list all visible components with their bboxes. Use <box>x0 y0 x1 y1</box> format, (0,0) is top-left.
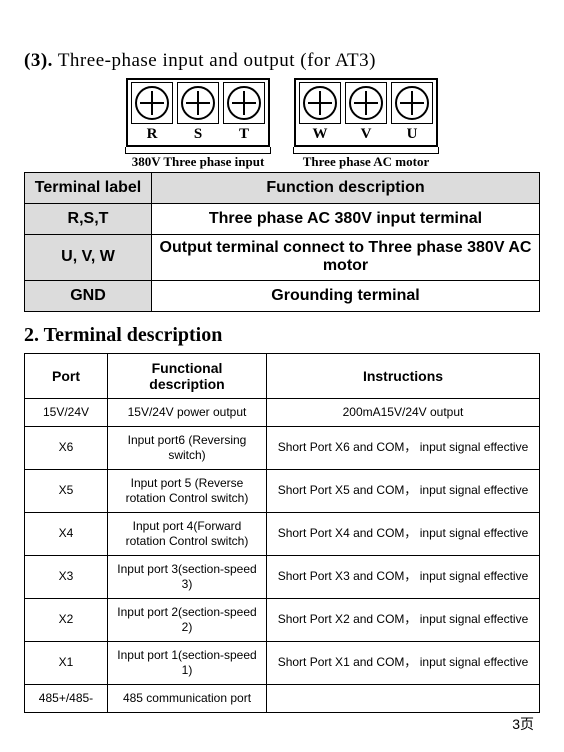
section-number: (3). <box>24 50 53 71</box>
inst-cell <box>267 684 540 712</box>
terminal-block-left: R S T 380V Three phase input <box>126 78 270 170</box>
screw-icon <box>349 86 383 120</box>
port-cell: X5 <box>25 469 108 512</box>
terminal-label: T <box>239 126 249 143</box>
screw-icon <box>181 86 215 120</box>
screw-icon <box>395 86 429 120</box>
func-desc: Output terminal connect to Three phase 3… <box>152 235 540 281</box>
table-row: X6Input port6 (Reversing switch)Short Po… <box>25 426 540 469</box>
table-row: U, V, W Output terminal connect to Three… <box>25 235 540 281</box>
port-cell: X4 <box>25 512 108 555</box>
func-label: GND <box>25 280 152 311</box>
port-cell: 485+/485- <box>25 684 108 712</box>
screw-icon <box>303 86 337 120</box>
terminal-label: R <box>147 126 158 143</box>
func-cell: Input port6 (Reversing switch) <box>108 426 267 469</box>
subsection-title: 2. Terminal description <box>24 324 540 347</box>
table-row: X3Input port 3(section-speed 3)Short Por… <box>25 555 540 598</box>
screw-icon <box>135 86 169 120</box>
block-caption-right: Three phase AC motor <box>303 154 430 170</box>
func-cell: Input port 2(section-speed 2) <box>108 598 267 641</box>
inst-cell: Short Port X3 and COM， input signal effe… <box>267 555 540 598</box>
terminal-diagram: R S T 380V Three phase input W V U Three… <box>24 78 540 170</box>
func-cell: Input port 1(section-speed 1) <box>108 641 267 684</box>
page-footer: 3页 <box>512 714 534 734</box>
inst-cell: 200mA15V/24V output <box>267 398 540 426</box>
section-title: (3). Three-phase input and output (for A… <box>24 50 540 72</box>
table-row: X4Input port 4(Forward rotation Control … <box>25 512 540 555</box>
screw-icon <box>227 86 261 120</box>
table-row: X1Input port 1(section-speed 1)Short Por… <box>25 641 540 684</box>
inst-cell: Short Port X5 and COM， input signal effe… <box>267 469 540 512</box>
func-desc: Three phase AC 380V input terminal <box>152 204 540 235</box>
terminal-label: U <box>407 126 418 143</box>
port-cell: X2 <box>25 598 108 641</box>
port-cell: X1 <box>25 641 108 684</box>
func-th-desc: Function description <box>152 173 540 204</box>
func-label: U, V, W <box>25 235 152 281</box>
inst-cell: Short Port X4 and COM， input signal effe… <box>267 512 540 555</box>
inst-cell: Short Port X6 and COM， input signal effe… <box>267 426 540 469</box>
port-table: Port Functional description Instructions… <box>24 353 540 713</box>
port-cell: X6 <box>25 426 108 469</box>
table-row: R,S,T Three phase AC 380V input terminal <box>25 204 540 235</box>
func-cell: Input port 3(section-speed 3) <box>108 555 267 598</box>
func-label: R,S,T <box>25 204 152 235</box>
terminal-block-right: W V U Three phase AC motor <box>294 78 438 170</box>
block-caption-left: 380V Three phase input <box>132 154 265 170</box>
inst-cell: Short Port X2 and COM， input signal effe… <box>267 598 540 641</box>
table-row: X5Input port 5 (Reverse rotation Control… <box>25 469 540 512</box>
function-table: Terminal label Function description R,S,… <box>24 172 540 312</box>
func-th-label: Terminal label <box>25 173 152 204</box>
terminal-label: V <box>361 126 372 143</box>
terminal-label: W <box>313 126 328 143</box>
section-title-text: Three-phase input and output (for AT3) <box>58 50 376 71</box>
table-row: 485+/485-485 communication port <box>25 684 540 712</box>
port-cell: 15V/24V <box>25 398 108 426</box>
func-cell: Input port 5 (Reverse rotation Control s… <box>108 469 267 512</box>
func-cell: Input port 4(Forward rotation Control sw… <box>108 512 267 555</box>
table-row: 15V/24V15V/24V power output200mA15V/24V … <box>25 398 540 426</box>
inst-cell: Short Port X1 and COM， input signal effe… <box>267 641 540 684</box>
terminal-label: S <box>194 126 202 143</box>
func-cell: 485 communication port <box>108 684 267 712</box>
func-cell: 15V/24V power output <box>108 398 267 426</box>
func-desc: Grounding terminal <box>152 280 540 311</box>
port-th-port: Port <box>25 353 108 398</box>
port-th-inst: Instructions <box>267 353 540 398</box>
table-row: GND Grounding terminal <box>25 280 540 311</box>
port-th-func: Functional description <box>108 353 267 398</box>
port-cell: X3 <box>25 555 108 598</box>
table-row: X2Input port 2(section-speed 2)Short Por… <box>25 598 540 641</box>
